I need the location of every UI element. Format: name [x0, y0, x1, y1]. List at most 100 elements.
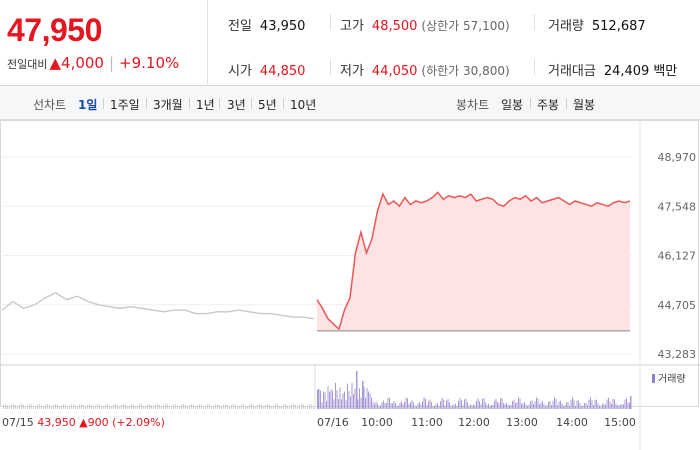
volume-bar	[271, 406, 272, 409]
volume-bar	[345, 400, 347, 409]
volume-bar	[263, 406, 264, 409]
volume-bar	[627, 402, 629, 409]
volume-bar	[175, 404, 176, 409]
divider	[251, 98, 252, 109]
volume-bar	[617, 405, 618, 409]
period-10y-tab[interactable]: 10년	[290, 98, 317, 112]
volume-bar	[459, 397, 461, 409]
volume-bar	[293, 404, 294, 409]
volume-bar	[354, 388, 356, 409]
volume-bar	[480, 404, 482, 409]
candle-weekly-tab[interactable]: 주봉	[537, 98, 560, 112]
x-tick-label: 14:00	[556, 416, 588, 429]
volume-bar	[519, 398, 521, 409]
volume-bar	[297, 406, 298, 409]
volume-bar	[285, 404, 286, 409]
period-5y-tab[interactable]: 5년	[258, 98, 277, 112]
volume-bar	[548, 401, 549, 409]
volume-bar	[165, 404, 166, 409]
volume-bar	[51, 406, 52, 409]
volume-bar	[17, 406, 18, 409]
volume-bar	[249, 404, 250, 409]
candle-daily-tab[interactable]: 일봉	[501, 98, 524, 112]
volume-bar	[91, 404, 92, 409]
volume-bar	[369, 393, 371, 409]
volume-bar	[363, 386, 365, 409]
volume-bar	[438, 405, 440, 409]
period-1d-tab[interactable]: 1일	[78, 98, 98, 112]
volume-bar	[507, 405, 509, 409]
volume-bar	[500, 398, 501, 409]
candle-monthly-tab[interactable]: 월봉	[573, 98, 596, 112]
volume-bar	[516, 402, 518, 409]
volume-bar	[621, 404, 623, 409]
volume-bar	[497, 402, 498, 409]
volume-bar	[243, 404, 244, 409]
volume-bar	[525, 404, 527, 409]
price-chart[interactable]: 48,970 47,548 46,127 44,705 43,283 거래량 07/16 10…	[0, 120, 700, 450]
volume-bar	[506, 403, 507, 409]
volume-bar	[564, 405, 566, 409]
volume-bar	[57, 404, 58, 409]
volume-bar	[434, 405, 435, 409]
volume-bar	[83, 405, 84, 409]
volume-bar	[347, 383, 348, 409]
volume-bar	[549, 401, 551, 409]
volume-bar	[143, 405, 144, 409]
volume-bar	[7, 405, 8, 409]
volume-bar	[414, 405, 416, 409]
volume-bar	[177, 405, 178, 409]
volume-bar	[135, 406, 136, 409]
volume-legend-label: 거래량	[658, 373, 686, 385]
volume-bar	[554, 397, 555, 409]
trade-value-cell: 거래대금 24,409 백만	[548, 60, 677, 79]
volume-bar	[596, 399, 597, 409]
volume-bar	[399, 402, 401, 409]
volume-bar	[65, 404, 66, 409]
volume-bar	[531, 400, 533, 409]
volume-bar	[326, 401, 327, 409]
volume-bar	[423, 397, 425, 409]
volume-bar	[67, 405, 68, 409]
chart-toolbar: 선차트 1일 1주일 3개월 1년 3년 5년 10년 봉차트 일봉 주봉 월봉	[0, 86, 700, 120]
volume-bar	[620, 404, 621, 409]
volume-bar	[95, 405, 96, 409]
volume-bar	[431, 402, 432, 409]
volume-bar	[119, 406, 120, 409]
period-1w-tab[interactable]: 1주일	[110, 98, 140, 112]
volume-bar	[599, 405, 600, 409]
volume-bar	[167, 404, 168, 409]
volume-bar	[169, 406, 170, 409]
open-value: 44,850	[259, 64, 306, 79]
volume-bar	[425, 398, 426, 409]
volume-bar	[435, 404, 437, 409]
volume-bar	[193, 404, 194, 409]
volume-bar	[396, 405, 398, 409]
volume-bar	[560, 400, 561, 409]
volume-bar	[281, 406, 282, 409]
volume-bar	[440, 401, 441, 409]
volume-bar	[133, 404, 134, 409]
volume-bar	[23, 404, 24, 409]
volume-bar	[377, 403, 378, 409]
volume-bar	[624, 399, 626, 409]
volume-bar	[579, 403, 581, 409]
volume-bar	[55, 404, 56, 409]
volume-bar	[456, 405, 458, 409]
volume-bar	[223, 404, 224, 409]
volume-bar	[157, 404, 158, 409]
volume-bar	[259, 404, 260, 409]
period-1y-tab[interactable]: 1년	[196, 98, 215, 112]
volume-bar	[543, 403, 545, 409]
volume-bar	[461, 400, 462, 409]
divider	[283, 98, 284, 109]
upper-limit: (상한가 57,100)	[421, 19, 510, 33]
volume-bar	[539, 404, 540, 409]
volume-bar	[437, 402, 438, 409]
y-tick-label: 43,283	[658, 348, 697, 361]
volume-bar	[9, 406, 10, 409]
volume-bar	[139, 404, 140, 409]
period-3m-tab[interactable]: 3개월	[153, 98, 183, 112]
period-3y-tab[interactable]: 3년	[227, 98, 246, 112]
volume-bar	[477, 398, 479, 409]
